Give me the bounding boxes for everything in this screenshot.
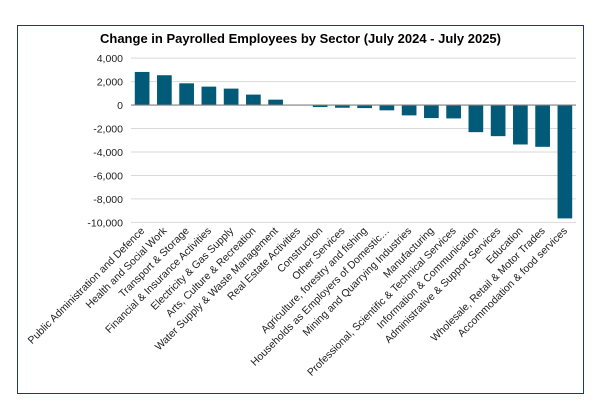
bar: [312, 105, 328, 108]
bar: [379, 105, 395, 111]
bar: [157, 75, 172, 106]
y-tick-label: -10,000: [87, 217, 123, 229]
bar: [335, 105, 350, 108]
bar: [468, 105, 484, 133]
chart-title: Change in Payrolled Employees by Sector …: [100, 31, 501, 46]
bar: [179, 83, 194, 106]
bar: [223, 88, 239, 106]
bar: [201, 86, 217, 106]
chart-frame: [17, 25, 584, 394]
bar: [513, 105, 528, 145]
bar: [490, 105, 506, 137]
y-tick-label: 0: [117, 100, 123, 112]
y-tick-label: -6,000: [93, 170, 123, 182]
y-tick-label: -8,000: [93, 194, 123, 206]
y-tick-label: -2,000: [93, 124, 123, 136]
bar: [246, 94, 261, 106]
bar: [134, 71, 150, 106]
y-tick-label: -4,000: [93, 147, 123, 159]
bar: [446, 105, 461, 119]
y-tick-label: 4,000: [97, 53, 123, 65]
bar: [424, 105, 439, 119]
bar: [268, 99, 283, 106]
bar: [357, 105, 372, 109]
bar: [557, 105, 573, 219]
bar: [535, 105, 550, 147]
bar: [401, 105, 417, 116]
y-tick-label: 2,000: [97, 77, 123, 89]
